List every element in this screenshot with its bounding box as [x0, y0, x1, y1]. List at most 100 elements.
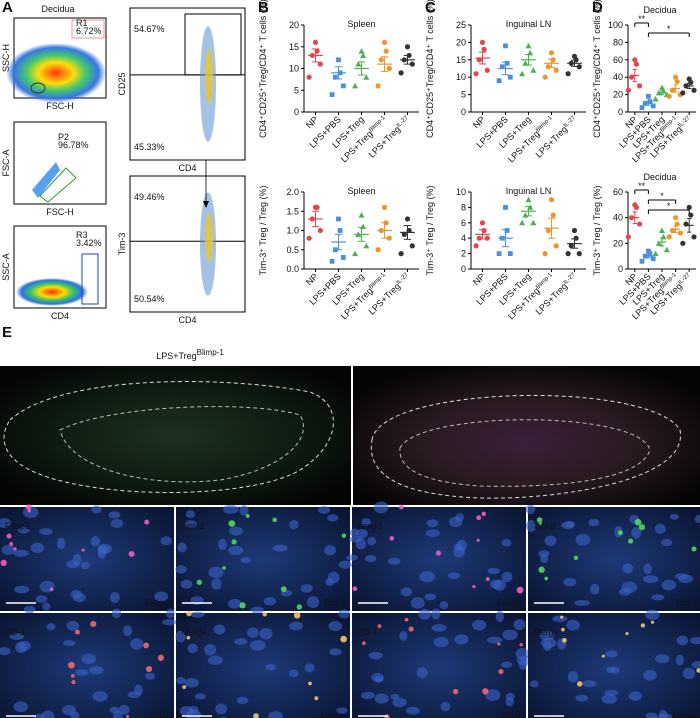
nucleus [582, 680, 597, 688]
nucleus [161, 619, 177, 626]
data-point [542, 74, 548, 80]
stained-cell [228, 520, 236, 527]
arrow-head [203, 201, 209, 208]
panel-label: A [2, 0, 13, 16]
nucleus [144, 672, 156, 680]
nucleus [419, 571, 436, 583]
data-point [673, 74, 679, 80]
nucleus [575, 533, 591, 546]
data-point [406, 227, 412, 234]
data-point [525, 42, 532, 49]
data-point [337, 70, 343, 76]
microscopy-tile [352, 507, 526, 611]
corner-label: Foxp3 [145, 598, 170, 608]
data-point [632, 57, 638, 63]
nucleus [338, 609, 350, 619]
nucleus [160, 536, 172, 546]
nucleus [694, 514, 700, 524]
nucleus [39, 580, 55, 593]
data-point [674, 78, 680, 85]
data-point [673, 215, 679, 221]
data-point [691, 234, 697, 240]
data-point [476, 57, 482, 63]
nucleus [73, 593, 86, 603]
x-tick-label: NP [471, 114, 487, 130]
gate-value: 6.72% [76, 26, 102, 36]
title-base: LPS+Treg [156, 351, 196, 361]
y-axis-label: Tim-3 [117, 233, 127, 256]
nucleus [130, 638, 144, 650]
nucleus [184, 520, 197, 528]
nucleus [227, 598, 242, 609]
stained-cell [126, 714, 130, 718]
nucleus [502, 629, 518, 641]
data-point [484, 67, 490, 73]
y-axis-label: FSC-A [1, 150, 11, 177]
nucleus [300, 584, 313, 593]
data-point [383, 220, 389, 226]
nucleus [448, 572, 461, 580]
nucleus [651, 594, 665, 601]
nucleus [213, 624, 226, 635]
nucleus [433, 637, 449, 648]
nucleus [239, 505, 249, 516]
data-point [479, 220, 486, 226]
lower-percent: 50.54% [134, 294, 165, 304]
nucleus [486, 636, 503, 644]
nucleus [327, 514, 339, 522]
data-point [652, 95, 659, 102]
stained-cell [352, 586, 358, 592]
data-point [352, 250, 359, 257]
corner-label: Tim-3 [675, 598, 698, 608]
nucleus [501, 571, 513, 583]
stained-cell [280, 586, 287, 593]
data-point [314, 204, 320, 210]
data-point [683, 221, 689, 227]
chart-title: Spleen [347, 19, 375, 29]
nucleus [338, 560, 352, 569]
data-point [309, 216, 315, 222]
stained-cell [640, 623, 646, 628]
stained-cell [239, 602, 246, 609]
stained-cell [222, 566, 226, 570]
nucleus [234, 638, 248, 645]
nucleus [66, 620, 80, 631]
stained-cell [6, 533, 12, 539]
significance-label: * [660, 191, 664, 201]
stained-cell [696, 668, 700, 673]
corner-label: Tim-3 [323, 598, 346, 608]
data-point [337, 228, 343, 233]
data-point [688, 79, 694, 86]
stained-cell [144, 519, 150, 525]
nucleus [424, 593, 437, 601]
nucleus [187, 643, 198, 654]
y-tick-label: 0.5 [286, 245, 299, 255]
data-point [375, 83, 381, 89]
category-superscript: Blimp-1 [535, 115, 554, 134]
stained-cell [13, 547, 17, 551]
nucleus [154, 591, 169, 602]
nucleus [655, 653, 670, 664]
data-point [666, 234, 672, 240]
category-name: NP [304, 271, 320, 287]
stained-cell [482, 688, 489, 695]
significance-label: * [667, 24, 671, 34]
category-name: NP [471, 114, 487, 130]
nucleus [1, 544, 16, 555]
data-point [527, 204, 534, 210]
nucleus [400, 587, 413, 597]
y-axis-label: SSC-A [1, 253, 11, 281]
data-point [317, 227, 323, 234]
data-point [481, 227, 487, 234]
nucleus [263, 596, 277, 606]
nucleus [374, 693, 389, 704]
stained-cell [81, 548, 85, 552]
stained-cell [341, 533, 347, 538]
data-point [553, 67, 559, 73]
nucleus [91, 505, 102, 514]
data-point [503, 43, 508, 49]
nucleus [631, 526, 642, 539]
stain-label: Tim-3 [533, 521, 556, 531]
y-tick-label: 60 [613, 187, 623, 197]
microscopy-tile [176, 507, 350, 611]
